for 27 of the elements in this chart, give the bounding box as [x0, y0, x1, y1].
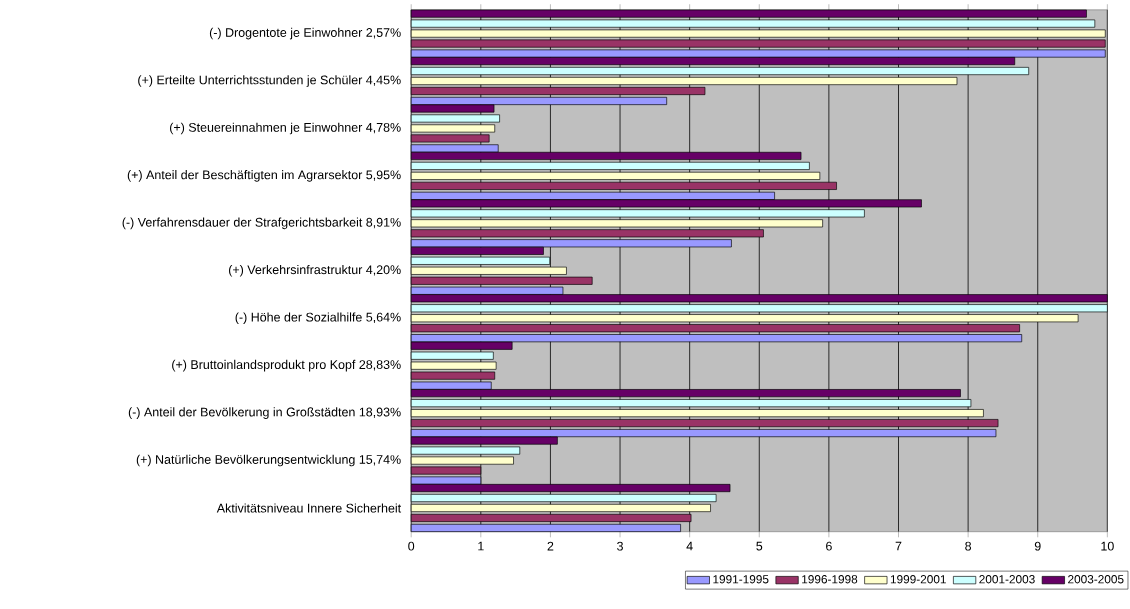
x-tick-label: 6 — [826, 541, 832, 551]
y-tick-label: (+) Natürliche Bevölkerungsentwicklung 15,74% — [136, 454, 401, 467]
x-tick-label: 4 — [686, 541, 693, 551]
legend-label: 2001-2003 — [979, 575, 1035, 584]
x-tick-label: 8 — [965, 541, 972, 551]
x-tick-label: 1 — [478, 541, 484, 551]
x-tick-label: 2 — [547, 541, 554, 551]
y-tick-label: (+) Steuereinnahmen je Einwohner 4,78% — [170, 122, 401, 135]
legend-label: 1999-2001 — [890, 575, 946, 584]
x-tick-label: 0 — [408, 541, 415, 551]
y-tick-label: (-) Drogentote je Einwohner 2,57% — [209, 27, 401, 40]
y-tick-label: (+) Erteilte Unterrichtsstunden je Schüler 4,45% — [138, 75, 401, 88]
x-tick-label: 10 — [1101, 541, 1114, 551]
y-tick-label: Aktivitätsniveau Innere Sicherheit — [216, 503, 402, 513]
x-tick-label: 3 — [617, 541, 623, 551]
y-tick-label: (-) Höhe der Sozialhilfe 5,64% — [235, 312, 401, 325]
y-tick-label: (+) Bruttoinlandsprodukt pro Kopf 28,83% — [172, 360, 401, 372]
x-tick-label: 7 — [895, 541, 902, 551]
x-tick-label: 5 — [756, 541, 763, 551]
legend-label: 1996-1998 — [802, 575, 858, 584]
y-tick-label: (+) Verkehrsinfrastruktur 4,20% — [229, 265, 401, 277]
legend-label: 1991-1995 — [713, 575, 769, 584]
legend-label: 2003-2005 — [1068, 575, 1124, 584]
y-tick-label: (-) Verfahrensdauer der Strafgerichtsbarkeit 8,91% — [122, 217, 401, 230]
x-tick-label: 9 — [1034, 541, 1041, 551]
y-tick-label: (+) Anteil der Beschäftigten im Agrarsektor 5,95% — [127, 170, 401, 182]
y-tick-label: (-) Anteil der Bevölkerung in Großstädten 18,93% — [128, 407, 401, 420]
